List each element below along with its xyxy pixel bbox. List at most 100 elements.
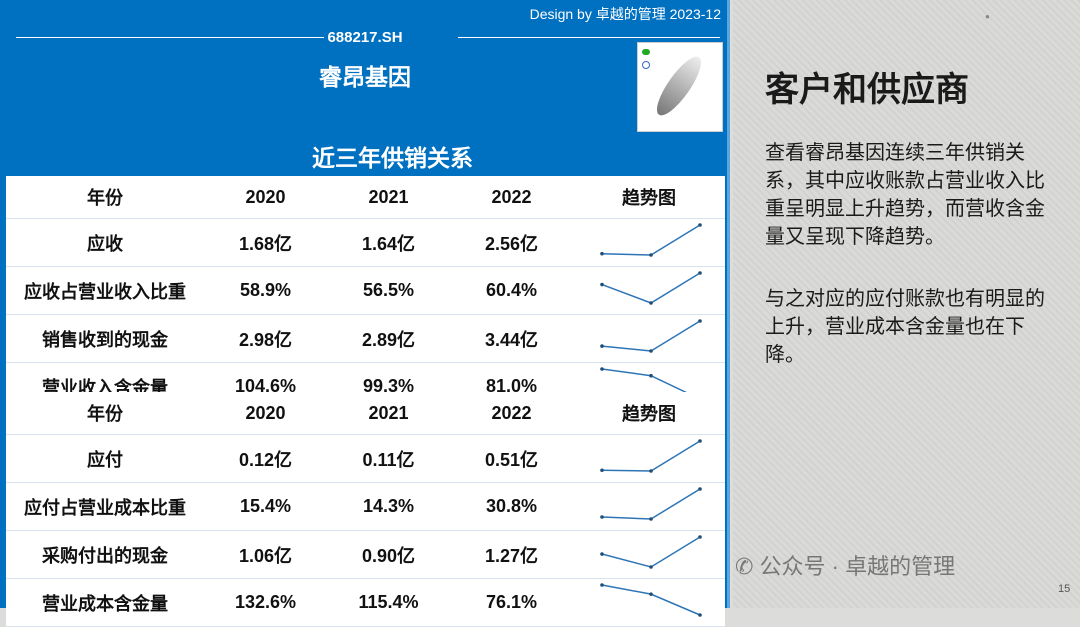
- sparkline-point: [600, 583, 604, 587]
- sparkline-point: [698, 271, 702, 275]
- paragraph-2: 与之对应的应付账款也有明显的上升，营业成本含金量也在下降。: [765, 288, 1045, 366]
- column-header: 2021: [327, 392, 450, 436]
- column-header: 趋势图: [573, 392, 725, 436]
- column-header: 2020: [204, 392, 327, 436]
- column-header: 2022: [450, 392, 573, 436]
- cell-value: 1.27亿: [450, 530, 573, 580]
- column-header: 2021: [327, 176, 450, 220]
- row-label: 采购付出的现金: [6, 530, 204, 580]
- right-logo: ●: [985, 10, 990, 24]
- sparkline-point: [649, 301, 653, 305]
- sparkline-point: [649, 469, 653, 473]
- trend-cell: [573, 314, 725, 364]
- sparkline-point: [600, 515, 604, 519]
- sparkline-point: [649, 349, 653, 353]
- table-row: 销售收到的现金 2.98亿 2.89亿 3.44亿: [6, 314, 725, 364]
- wechat-icon: ✆: [735, 554, 760, 579]
- sparkline-point: [698, 535, 702, 539]
- trend-cell: [573, 434, 725, 484]
- cell-value: 1.68亿: [204, 218, 327, 268]
- column-header: 年份: [6, 392, 204, 436]
- sparkline-point: [649, 374, 653, 378]
- sparkline: [600, 223, 702, 257]
- cell-value: 56.5%: [327, 266, 450, 316]
- sparkline-line: [601, 488, 701, 520]
- trend-cell: [573, 578, 725, 627]
- sparkline-point: [649, 565, 653, 569]
- trend-cell: [573, 266, 725, 316]
- column-header: 2022: [450, 176, 573, 220]
- paragraph-1: 查看睿昂基因连续三年供销关系，其中应收账款占营业收入比重呈明显上升趋势，而营收含…: [765, 142, 1045, 248]
- sparkline-line: [601, 536, 701, 568]
- sparkline-point: [600, 468, 604, 473]
- cell-value: 2.56亿: [450, 218, 573, 268]
- cell-value: 115.4%: [327, 578, 450, 627]
- sparkline-point: [698, 439, 702, 443]
- design-credit: Design by 卓越的管理 2023-12: [529, 6, 721, 22]
- table-row: 采购付出的现金 1.06亿 0.90亿 1.27亿: [6, 530, 725, 580]
- cell-value: 30.8%: [450, 482, 573, 532]
- trend-cell: [573, 482, 725, 532]
- table-row: 应付 0.12亿 0.11亿 0.51亿: [6, 434, 725, 484]
- divider-line: [16, 37, 324, 38]
- row-label: 应收占营业收入比重: [6, 266, 204, 316]
- sparkline-point: [698, 613, 702, 617]
- wechat-icon: [642, 49, 650, 55]
- brand-logo: [637, 42, 723, 132]
- sparkline-line: [601, 440, 701, 472]
- sparkline-point: [600, 251, 604, 256]
- feather-icon: [649, 51, 709, 121]
- row-label: 应收: [6, 218, 204, 268]
- sparkline-point: [649, 517, 653, 521]
- sparkline-point: [600, 282, 604, 287]
- table-row: 应收 1.68亿 1.64亿 2.56亿: [6, 218, 725, 268]
- sparkline: [600, 487, 702, 521]
- column-header: 2020: [204, 176, 327, 220]
- sparkline-point: [600, 367, 604, 371]
- sparkline-point: [649, 592, 653, 597]
- sparkline-line: [601, 272, 701, 304]
- cell-value: 0.11亿: [327, 434, 450, 484]
- row-label: 应付占营业成本比重: [6, 482, 204, 532]
- right-panel: [733, 0, 1080, 608]
- row-label: 应付: [6, 434, 204, 484]
- sparkline: [600, 319, 702, 353]
- sparkline: [600, 439, 702, 473]
- trend-cell: [573, 218, 725, 268]
- xueqiu-icon: [642, 61, 650, 69]
- cell-value: 60.4%: [450, 266, 573, 316]
- left-panel: Design by 卓越的管理 2023-12 688217.SH 睿昂基因 近…: [0, 0, 730, 627]
- sparkline-point: [698, 223, 702, 227]
- cell-value: 0.90亿: [327, 530, 450, 580]
- page-number: 15: [1058, 583, 1071, 595]
- sparkline-line: [601, 320, 701, 352]
- purchase-table: 年份 2020 2021 2022 趋势图 应付 0.12亿 0.11亿 0.51亿 应付占营业成…: [6, 392, 725, 627]
- cell-value: 58.9%: [204, 266, 327, 316]
- sparkline: [600, 535, 702, 569]
- cell-value: 3.44亿: [450, 314, 573, 364]
- stock-code: 688217.SH: [327, 29, 403, 46]
- cell-value: 15.4%: [204, 482, 327, 532]
- cell-value: 132.6%: [204, 578, 327, 627]
- company-name: 睿昂基因: [319, 64, 411, 90]
- cell-value: 2.89亿: [327, 314, 450, 364]
- sales-table: 年份 2020 2021 2022 趋势图 应收 1.68亿 1.64亿 2.56亿 应收占营业收…: [6, 176, 725, 412]
- sparkline: [600, 583, 702, 617]
- sparkline-point: [698, 319, 702, 323]
- cell-value: 1.06亿: [204, 530, 327, 580]
- watermark: ✆ 公众号 · 卓越的管理: [735, 549, 955, 581]
- cell-value: 2.98亿: [204, 314, 327, 364]
- header-row: 年份 2020 2021 2022 趋势图: [6, 176, 725, 220]
- row-label: 营业成本含金量: [6, 578, 204, 627]
- table-row: 应付占营业成本比重 15.4% 14.3% 30.8%: [6, 482, 725, 532]
- sparkline-line: [601, 224, 701, 256]
- sparkline-point: [600, 552, 604, 556]
- sparkline-point: [600, 344, 604, 348]
- slide-title: 客户和供应商: [765, 71, 969, 109]
- row-label: 销售收到的现金: [6, 314, 204, 364]
- table-row: 营业成本含金量 132.6% 115.4% 76.1%: [6, 578, 725, 627]
- column-header: 年份: [6, 176, 204, 220]
- wechat-icon: ●: [985, 12, 990, 21]
- sparkline-line: [601, 584, 701, 616]
- cell-value: 14.3%: [327, 482, 450, 532]
